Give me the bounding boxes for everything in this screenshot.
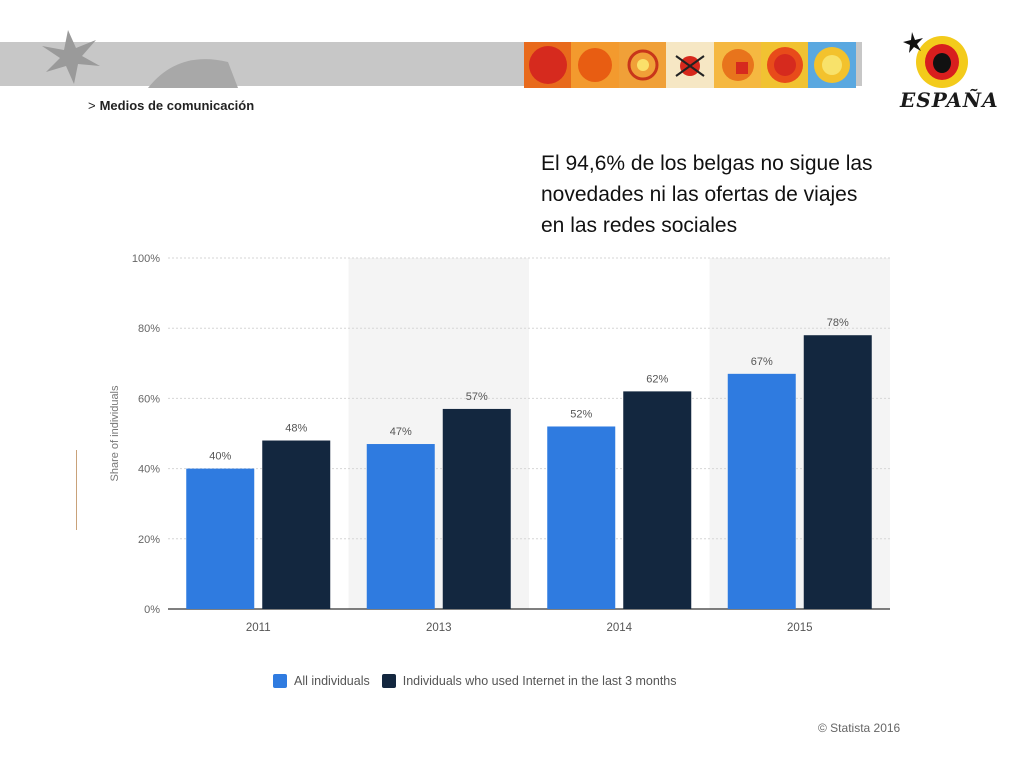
bar-internet-users — [623, 391, 692, 609]
bar-data-label: 48% — [285, 423, 307, 435]
y-axis-title: Share of individuals — [109, 385, 121, 482]
bar-internet-users — [803, 335, 872, 609]
decorative-tiles — [524, 42, 856, 88]
breadcrumb: > Medios de comunicación — [88, 98, 254, 113]
tile-red-sun-icon — [760, 42, 809, 88]
bar-data-label: 57% — [466, 391, 488, 403]
tile-blue-sun-icon — [808, 42, 856, 88]
bar-data-label: 47% — [390, 426, 412, 438]
bar-data-label: 67% — [751, 356, 773, 368]
sun-decoration — [42, 30, 238, 88]
bar-data-label: 40% — [209, 451, 231, 463]
legend-label-all: All individuals — [294, 674, 370, 688]
legend-item-internet: Individuals who used Internet in the las… — [381, 674, 677, 688]
x-tick-label: 2015 — [787, 622, 813, 634]
bar-all-individuals — [547, 426, 616, 609]
bar-all-individuals — [727, 373, 796, 609]
bar-data-label: 62% — [646, 373, 668, 385]
legend-swatch-all — [273, 674, 287, 688]
tile-insect-icon — [666, 42, 714, 88]
source-credit: © Statista 2016 — [818, 721, 901, 735]
tile-red-circle-icon — [524, 42, 572, 88]
tile-orange-sun-icon — [571, 42, 619, 88]
y-tick-label: 0% — [144, 604, 160, 616]
x-tick-label: 2011 — [246, 622, 271, 634]
tile-spiral-sun-icon — [618, 42, 667, 88]
x-tick-label: 2014 — [606, 622, 632, 634]
bar-internet-users — [262, 440, 331, 609]
chart-legend: All individuals Individuals who used Int… — [273, 674, 689, 688]
tile-geometric-sun-icon — [713, 42, 761, 88]
legend-label-internet: Individuals who used Internet in the las… — [402, 674, 677, 688]
bar-data-label: 78% — [827, 317, 849, 329]
y-tick-label: 40% — [138, 464, 160, 476]
espana-logo-icon — [903, 32, 968, 88]
breadcrumb-separator: > — [88, 98, 96, 113]
y-tick-label: 20% — [138, 534, 160, 546]
legend-item-all: All individuals — [273, 674, 370, 688]
bar-data-label: 52% — [570, 408, 592, 420]
y-tick-label: 100% — [132, 253, 160, 265]
breadcrumb-item[interactable]: Medios de comunicación — [99, 98, 255, 113]
y-tick-label: 80% — [138, 323, 160, 335]
x-tick-label: 2013 — [426, 622, 452, 634]
bar-all-individuals — [366, 444, 435, 609]
bar-internet-users — [442, 408, 511, 609]
legend-swatch-internet — [381, 674, 396, 688]
bar-all-individuals — [186, 468, 255, 609]
headline: El 94,6% de los belgas no sigue las nove… — [541, 152, 873, 237]
side-divider — [76, 450, 77, 530]
y-tick-label: 60% — [138, 393, 160, 405]
